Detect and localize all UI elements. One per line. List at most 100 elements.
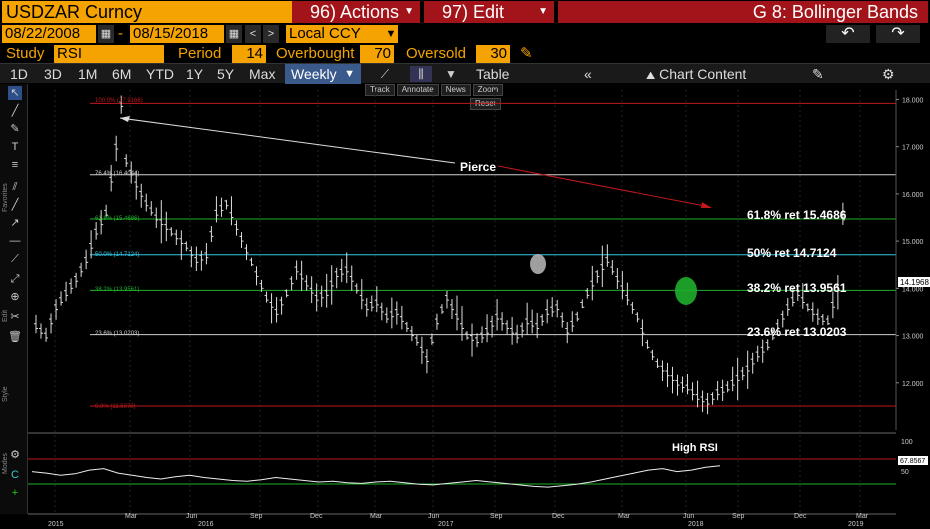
pencil-icon[interactable]: ✎ bbox=[10, 123, 20, 135]
price-bar bbox=[785, 298, 790, 316]
plus-mode-icon[interactable]: + bbox=[11, 487, 19, 499]
end-date-field[interactable]: 08/15/2018 bbox=[130, 25, 224, 43]
price-bar bbox=[700, 390, 705, 413]
x-tick-label: Mar bbox=[125, 513, 138, 520]
collapse-icon[interactable]: « bbox=[584, 66, 592, 82]
chevron-down-icon[interactable]: ▼ bbox=[445, 67, 457, 81]
chevron-down-icon: ▼ bbox=[538, 6, 548, 17]
price-bar bbox=[294, 260, 299, 280]
ray-tool-icon[interactable]: ╱ bbox=[11, 199, 19, 211]
arrowhead-red bbox=[701, 202, 712, 208]
price-bar bbox=[169, 227, 174, 237]
redo-icon[interactable]: ↷ bbox=[876, 25, 920, 43]
start-date-field[interactable]: 08/22/2008 bbox=[2, 25, 96, 43]
calendar-icon[interactable]: ▦ bbox=[98, 25, 114, 43]
c-mode-icon[interactable]: C bbox=[11, 469, 19, 481]
pencil-icon[interactable]: ✎ bbox=[520, 45, 533, 62]
range-max[interactable]: Max bbox=[249, 66, 276, 82]
table-button[interactable]: Table bbox=[476, 66, 510, 82]
trend-tool-icon[interactable]: ⟋ bbox=[11, 253, 19, 265]
price-bar bbox=[650, 349, 655, 361]
ticker-field[interactable]: USDZAR Curncy bbox=[2, 1, 292, 23]
trash-icon[interactable]: 🗑 bbox=[8, 331, 22, 343]
arrow-tool-icon[interactable]: ↗ bbox=[10, 217, 20, 229]
price-bar bbox=[44, 327, 49, 342]
fib-50-callout: 50% ret 14.7124 bbox=[747, 246, 837, 260]
price-bar bbox=[314, 283, 319, 312]
period-input[interactable]: 14 bbox=[232, 45, 266, 63]
chevron-right-icon[interactable]: > bbox=[263, 25, 279, 43]
price-bar bbox=[630, 301, 635, 314]
price-bar bbox=[670, 366, 675, 394]
price-bar bbox=[740, 367, 745, 381]
price-bar bbox=[154, 207, 159, 229]
zoom-tool-icon[interactable]: ⊕ bbox=[10, 291, 20, 303]
range-1d[interactable]: 1D bbox=[10, 66, 28, 82]
range-1m[interactable]: 1M bbox=[78, 66, 98, 82]
x-tick-label: Sep bbox=[490, 513, 503, 520]
news-button[interactable]: News bbox=[440, 84, 471, 96]
y-axis: 12.000 13.000 14.000 15.000 16.000 17.000 18.0… bbox=[895, 90, 924, 430]
scissor-icon[interactable]: ✂ bbox=[10, 311, 20, 323]
price-bar bbox=[610, 260, 615, 275]
fib-382-label: 38.2% (13.9561) bbox=[95, 287, 139, 293]
price-bar bbox=[480, 326, 485, 344]
fib-tool-icon[interactable]: ≡ bbox=[11, 159, 19, 171]
price-bar bbox=[555, 299, 560, 318]
chevron-left-icon[interactable]: < bbox=[245, 25, 261, 43]
channel-tool-icon[interactable]: ⫽ bbox=[12, 181, 18, 193]
range-1y[interactable]: 1Y bbox=[186, 66, 204, 82]
price-bar bbox=[595, 270, 600, 284]
currency-select[interactable]: Local CCY bbox=[286, 25, 384, 43]
chart-title[interactable]: G 8: Bollinger Bands bbox=[558, 1, 928, 23]
chart-content-button[interactable]: ⛰ Chart Content bbox=[646, 64, 746, 84]
price-bar bbox=[134, 170, 139, 200]
price-bar bbox=[570, 311, 575, 332]
price-bar bbox=[99, 210, 104, 235]
line-tool-icon[interactable]: ╱ bbox=[11, 105, 19, 117]
settings-icon[interactable]: ⚙ bbox=[10, 449, 20, 461]
hline-tool-icon[interactable]: ― bbox=[9, 235, 21, 247]
calendar-icon[interactable]: ▦ bbox=[226, 25, 242, 43]
zoom-button[interactable]: Zoom bbox=[472, 84, 504, 96]
price-bar bbox=[560, 312, 565, 328]
gear-icon[interactable]: ⚙ bbox=[882, 66, 895, 82]
range-5y[interactable]: 5Y bbox=[217, 66, 235, 82]
line-chart-icon[interactable]: ⟋ bbox=[380, 67, 390, 81]
price-bar bbox=[379, 302, 384, 321]
price-bar bbox=[414, 335, 419, 346]
range-3d[interactable]: 3D bbox=[44, 66, 62, 82]
annotate-button[interactable]: Annotate bbox=[396, 84, 439, 96]
edit-menu[interactable]: 97) Edit ▼ bbox=[424, 1, 554, 23]
price-bar bbox=[770, 329, 775, 341]
cursor-icon[interactable]: ↖ bbox=[8, 86, 22, 100]
study-select[interactable]: RSI bbox=[54, 45, 164, 63]
undo-icon[interactable]: ↶ bbox=[826, 25, 870, 43]
price-bar bbox=[144, 193, 149, 212]
price-bar bbox=[565, 322, 570, 344]
range-ytd[interactable]: YTD bbox=[146, 66, 174, 82]
actions-menu[interactable]: 96) Actions ▼ bbox=[292, 1, 420, 23]
price-bar bbox=[419, 336, 424, 364]
edit-chart-icon[interactable]: ✎ bbox=[812, 66, 824, 82]
frequency-select[interactable]: Weekly ▼ bbox=[285, 64, 361, 84]
price-bar bbox=[720, 379, 725, 402]
oversold-input[interactable]: 30 bbox=[476, 45, 510, 63]
price-bar bbox=[615, 267, 620, 290]
overbought-input[interactable]: 70 bbox=[360, 45, 394, 63]
track-button[interactable]: Track bbox=[365, 84, 395, 96]
fib-levels bbox=[90, 102, 896, 407]
price-bar bbox=[830, 291, 835, 319]
measure-tool-icon[interactable]: ⤢ bbox=[10, 273, 20, 285]
price-bar bbox=[750, 352, 755, 374]
price-bar bbox=[715, 380, 720, 401]
range-6m[interactable]: 6M bbox=[112, 66, 132, 82]
price-bar bbox=[495, 299, 500, 331]
chevron-down-icon[interactable]: ▼ bbox=[384, 25, 398, 43]
text-tool-icon[interactable]: T bbox=[11, 141, 19, 153]
price-bar bbox=[84, 249, 89, 270]
bar-chart-icon[interactable]: ⫼ bbox=[410, 66, 432, 82]
price-bar bbox=[179, 230, 184, 260]
price-bar bbox=[454, 295, 459, 331]
